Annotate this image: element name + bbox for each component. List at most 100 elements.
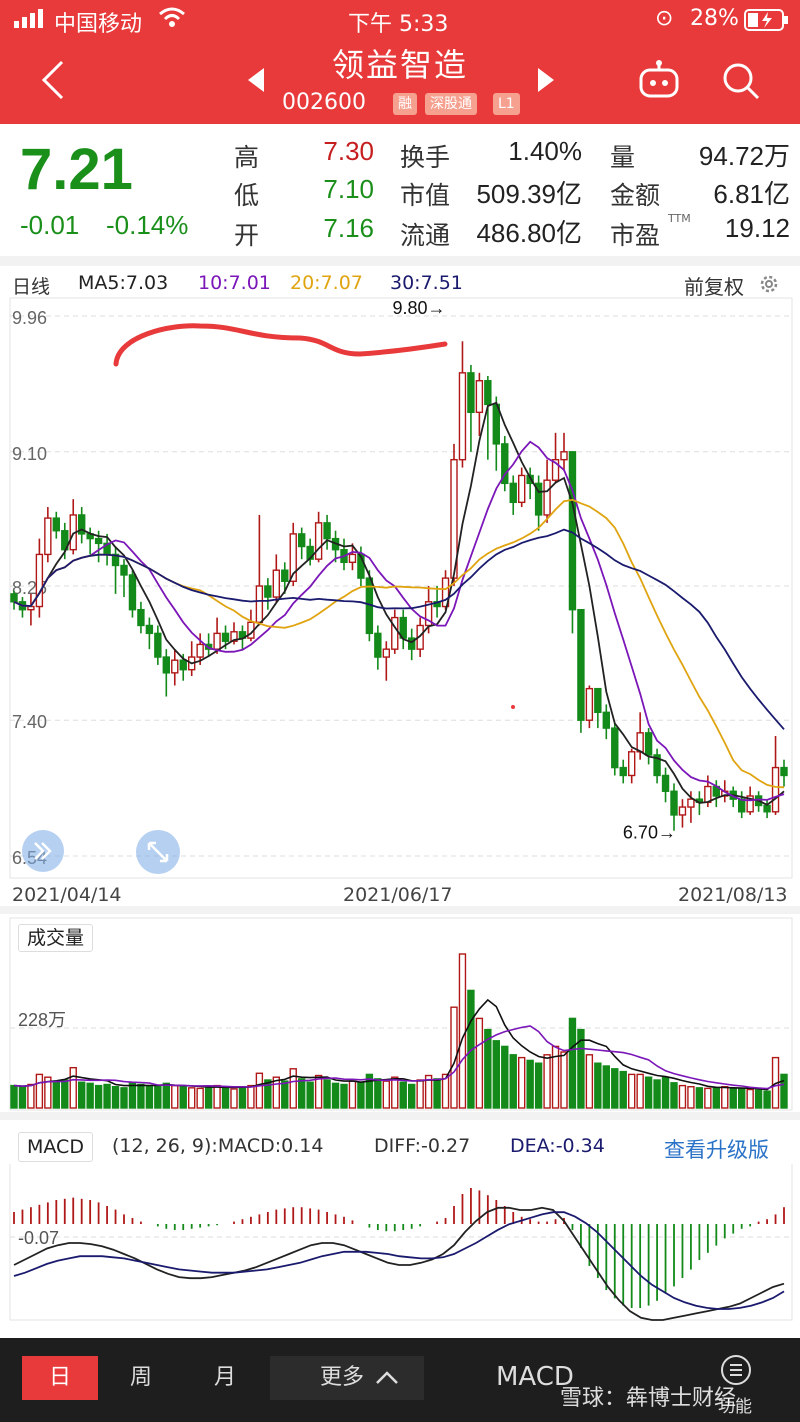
- prev-stock-icon[interactable]: [246, 67, 266, 97]
- volume-bar: [636, 1073, 644, 1109]
- volume-bar: [433, 1078, 441, 1109]
- volume-bar: [568, 1017, 577, 1109]
- candle-body: [484, 380, 492, 406]
- volume-chart[interactable]: 228万: [0, 916, 800, 1112]
- candle-body: [35, 553, 44, 608]
- volume-bar: [77, 1081, 86, 1109]
- candle-body: [737, 798, 746, 813]
- macd-params: (12, 26, 9):MACD:0.14: [112, 1135, 324, 1157]
- candle-body: [179, 659, 187, 671]
- volume-bar: [154, 1086, 162, 1109]
- volume-bar: [306, 1081, 314, 1109]
- volume-tab[interactable]: 成交量: [18, 924, 94, 952]
- low-label: 低: [234, 181, 260, 210]
- menu-icon[interactable]: [720, 1354, 752, 1390]
- volume-bar: [577, 1028, 585, 1109]
- function-label[interactable]: 功能: [718, 1397, 752, 1417]
- section-divider: [0, 256, 800, 266]
- volume-bar: [340, 1083, 348, 1109]
- candle-body: [678, 806, 687, 816]
- y-tick-label: 9.96: [12, 308, 47, 328]
- level-tag: L1: [493, 93, 520, 115]
- volume-bar: [297, 1078, 306, 1109]
- price-annotation: 6.70→: [623, 823, 676, 843]
- kline-chart[interactable]: 9.969.108.257.406.549.80→6.70→: [0, 296, 800, 880]
- volume-bar: [171, 1084, 179, 1109]
- search-icon[interactable]: [720, 60, 762, 106]
- pe-label: 市盈: [610, 221, 661, 250]
- candle-body: [297, 533, 306, 548]
- candle-body: [357, 553, 365, 579]
- watermark: 雪球：犇博士财经: [560, 1386, 737, 1411]
- volume-bar: [585, 1054, 594, 1109]
- tab-day[interactable]: 日: [22, 1356, 98, 1400]
- volume-bar: [475, 1017, 484, 1109]
- candle-body: [391, 616, 399, 650]
- macd-tab[interactable]: MACD: [18, 1132, 93, 1162]
- volume-bar: [204, 1086, 213, 1109]
- chart-frame: [9, 1164, 793, 1321]
- macd-chart[interactable]: -0.07: [0, 1164, 800, 1322]
- high-label: 高: [234, 143, 260, 172]
- tab-more[interactable]: 更多: [319, 1365, 364, 1390]
- candle-body: [120, 564, 128, 576]
- candle-body: [568, 451, 577, 611]
- candle-body: [272, 569, 281, 598]
- wifi-icon: [158, 6, 186, 34]
- volume-bar: [712, 1087, 721, 1109]
- volume-bar: [238, 1086, 247, 1109]
- tab-week[interactable]: 周: [129, 1365, 152, 1390]
- collapse-button[interactable]: [22, 830, 64, 872]
- volume-bar: [18, 1086, 27, 1109]
- more-tab-bg: [270, 1356, 424, 1400]
- ma5-line: [13, 401, 785, 806]
- expand-button[interactable]: [136, 830, 180, 874]
- volume-bar: [534, 1062, 543, 1109]
- candle-body: [154, 632, 162, 658]
- candle-body: [213, 632, 221, 650]
- back-icon[interactable]: [38, 58, 66, 106]
- candle-body: [52, 517, 61, 532]
- candle-body: [771, 766, 780, 813]
- volume-bar: [661, 1076, 670, 1109]
- volume-bar: [543, 1054, 551, 1109]
- volume-bar: [103, 1083, 111, 1109]
- candle-body: [230, 631, 238, 642]
- volume-bar: [255, 1072, 264, 1109]
- candle-body: [382, 648, 391, 658]
- y-tick-label: -0.07: [18, 1228, 59, 1248]
- macd-diff: DIFF:-0.27: [374, 1135, 471, 1157]
- gear-icon[interactable]: [758, 273, 780, 299]
- volume-bar: [196, 1087, 204, 1109]
- candle-body: [458, 372, 467, 461]
- candle-body: [661, 774, 670, 792]
- candle-body: [653, 754, 661, 777]
- chevron-up-icon[interactable]: [374, 1368, 400, 1390]
- battery-icon: [744, 8, 790, 36]
- volume-bar: [314, 1074, 323, 1109]
- adjust-label[interactable]: 前复权: [684, 275, 744, 299]
- candle-body: [670, 790, 678, 816]
- volume-bar: [594, 1062, 602, 1109]
- robot-icon[interactable]: [638, 60, 680, 104]
- candle-body: [441, 577, 450, 608]
- candle-body: [314, 522, 323, 560]
- volume-bar: [137, 1083, 145, 1109]
- candle-body: [517, 474, 526, 504]
- indicator-button[interactable]: MACD: [496, 1362, 574, 1392]
- next-stock-icon[interactable]: [536, 67, 556, 97]
- upgrade-link[interactable]: 查看升级版: [664, 1138, 769, 1162]
- volume-bar: [213, 1084, 221, 1109]
- candle-body: [687, 798, 695, 808]
- volume-bar: [272, 1076, 281, 1109]
- market-cap-label: 市值: [400, 181, 451, 210]
- orientation-lock-icon: ⊙: [655, 6, 674, 31]
- ma30-label: 30:7.51: [390, 272, 463, 294]
- volume-bar: [721, 1086, 729, 1109]
- tab-month[interactable]: 月: [213, 1365, 236, 1390]
- volume-bar: [619, 1070, 627, 1109]
- period-label[interactable]: 日线: [12, 276, 51, 298]
- volume-bar: [509, 1054, 517, 1109]
- ma20-line: [13, 498, 785, 789]
- x-tick-mid: 2021/06/17: [343, 884, 453, 906]
